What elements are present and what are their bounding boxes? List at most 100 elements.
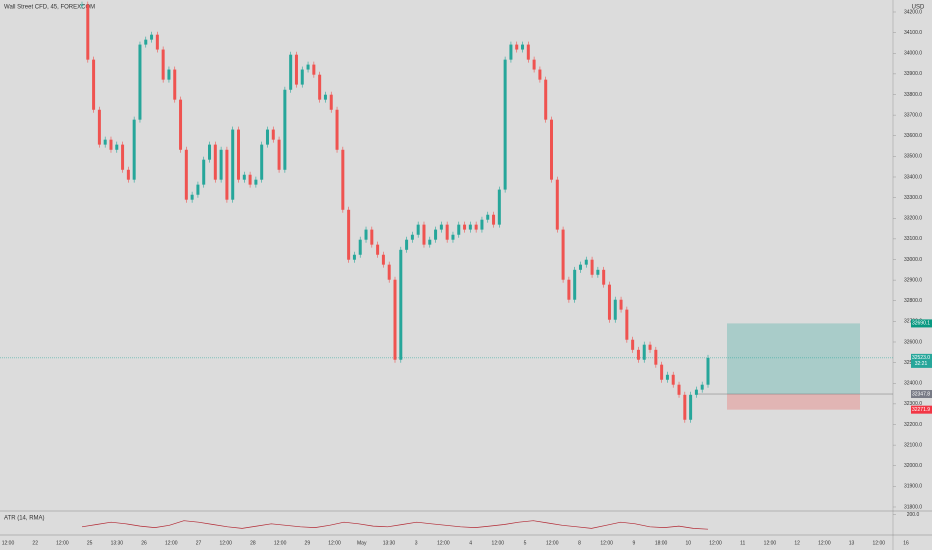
x-tick-label: 28 — [250, 540, 256, 546]
candle-body — [700, 384, 704, 390]
candle-body — [434, 229, 438, 240]
candle-body — [144, 39, 148, 45]
y-tick-label: 34200.0 — [904, 9, 922, 15]
x-tick-label: 22 — [32, 540, 38, 546]
candle-body — [121, 144, 125, 170]
x-tick-label: 12:00 — [219, 540, 232, 546]
candle-body — [509, 44, 513, 60]
entry-tag: 32347.8 — [912, 391, 930, 397]
x-tick-label: 12 — [794, 540, 800, 546]
candle-body — [219, 149, 223, 180]
currency: USD — [912, 5, 925, 11]
candle-body — [289, 54, 293, 90]
candle-body — [590, 259, 594, 275]
x-tick-label: 10 — [686, 540, 692, 546]
candle-body — [480, 219, 484, 230]
candle-body — [625, 309, 629, 340]
indicator-name: ATR (14, RMA) — [4, 516, 45, 522]
candle-body — [550, 119, 553, 180]
candle-body — [347, 209, 351, 260]
candle-body — [173, 69, 177, 100]
x-tick-label: 9 — [632, 540, 635, 546]
candle-body — [115, 144, 119, 150]
x-tick-label: 12:00 — [600, 540, 613, 546]
y-tick-label: 32800.0 — [904, 298, 922, 304]
y-tick-label: 32200.0 — [904, 422, 922, 428]
x-tick-label: 12:00 — [328, 540, 341, 546]
x-tick-label: 29 — [305, 540, 311, 546]
y-tick-label: 31800.0 — [904, 504, 922, 510]
candle-body — [381, 254, 385, 265]
y-tick-label: 33500.0 — [904, 154, 922, 160]
y-tick-label: 34000.0 — [904, 51, 922, 57]
candle-body — [86, 4, 90, 60]
y-tick-label: 33400.0 — [904, 174, 922, 180]
candle-body — [242, 174, 246, 180]
y-tick-label: 31900.0 — [904, 484, 922, 490]
candle-body — [445, 224, 449, 240]
candle-body — [422, 224, 426, 245]
x-tick-label: 12:00 — [546, 540, 559, 546]
candle-body — [497, 189, 501, 225]
last-price-bg — [911, 353, 932, 368]
x-tick-label: 27 — [196, 540, 202, 546]
y-tick-label: 32100.0 — [904, 442, 922, 448]
candle-body — [683, 394, 687, 420]
candle-body — [451, 234, 455, 240]
candle-body — [184, 149, 188, 200]
candle-body — [370, 229, 374, 245]
y-tick-label: 32400.0 — [904, 381, 922, 387]
x-tick-label: 12:00 — [492, 540, 505, 546]
candle-body — [428, 239, 432, 245]
tp-tag: 32690.1 — [912, 321, 930, 327]
candle-body — [631, 339, 635, 350]
chart-title: Wall Street CFD, 45, FOREXCOM — [4, 5, 95, 11]
indicator-tick-label: 200.0 — [907, 512, 920, 518]
x-tick-label: 12:00 — [165, 540, 178, 546]
candle-body — [578, 264, 582, 270]
candle-body — [515, 44, 519, 50]
y-tick-label: 32900.0 — [904, 277, 922, 283]
candle-body — [202, 159, 206, 185]
candle-body — [190, 194, 194, 200]
candle-body — [596, 269, 600, 275]
candle-body — [237, 129, 240, 180]
entry-tag-bg — [911, 390, 932, 399]
x-tick-label: 12:00 — [2, 540, 15, 546]
candle-body — [318, 74, 322, 100]
candle-body — [642, 344, 646, 360]
x-tick-label: 16 — [903, 540, 909, 546]
candle-body — [607, 284, 611, 320]
candle-body — [225, 149, 229, 200]
candle-body — [677, 384, 681, 395]
candle-body — [341, 149, 345, 210]
candle-body — [468, 224, 472, 230]
candle-body — [532, 59, 536, 70]
candle-body — [179, 99, 183, 150]
sl-tag-bg — [911, 405, 932, 414]
candle-body — [405, 239, 409, 250]
candle-body — [265, 129, 269, 145]
last-price-tag: 32523.0 — [912, 355, 930, 361]
candle-body — [126, 169, 130, 180]
x-tick-label: 12:00 — [274, 540, 287, 546]
profit-zone — [727, 323, 860, 395]
candle-body — [689, 394, 693, 420]
candle-body — [80, 4, 84, 6]
candle-body — [503, 59, 507, 190]
candle-body — [231, 129, 235, 200]
y-tick-label: 32600.0 — [904, 339, 922, 345]
y-tick-label: 33600.0 — [904, 133, 922, 139]
candle-body — [306, 64, 310, 70]
candle-body — [109, 139, 113, 150]
y-tick-label: 33200.0 — [904, 216, 922, 222]
candle-body — [103, 139, 107, 145]
sl-tag: 32271.9 — [912, 407, 930, 413]
x-tick-label: 4 — [469, 540, 472, 546]
candle-body — [213, 144, 217, 180]
candle-body — [660, 364, 664, 380]
candle-body — [636, 349, 640, 360]
